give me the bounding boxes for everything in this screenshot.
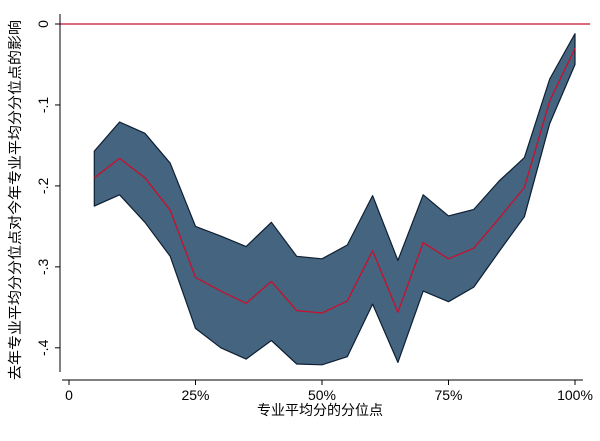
x-tick-label: 100% <box>557 387 593 403</box>
y-tick-label: -.2 <box>35 178 51 195</box>
y-tick-label: -.3 <box>35 258 51 275</box>
y-tick-label: -.4 <box>35 339 51 356</box>
estimate-line <box>93 48 576 314</box>
x-tick-label: 0 <box>65 387 73 403</box>
y-tick-label: 0 <box>35 20 51 28</box>
x-tick-label: 50% <box>308 387 336 403</box>
x-tick-label: 75% <box>434 387 462 403</box>
y-axis-title: 去年专业平均分分位点对今年专业平均分分位点的影响 <box>8 20 24 380</box>
y-tick-label: -.1 <box>35 97 51 114</box>
x-axis-title: 专业平均分的分位点 <box>257 403 383 419</box>
x-tick-label: 25% <box>181 387 209 403</box>
confidence-band <box>93 33 576 366</box>
